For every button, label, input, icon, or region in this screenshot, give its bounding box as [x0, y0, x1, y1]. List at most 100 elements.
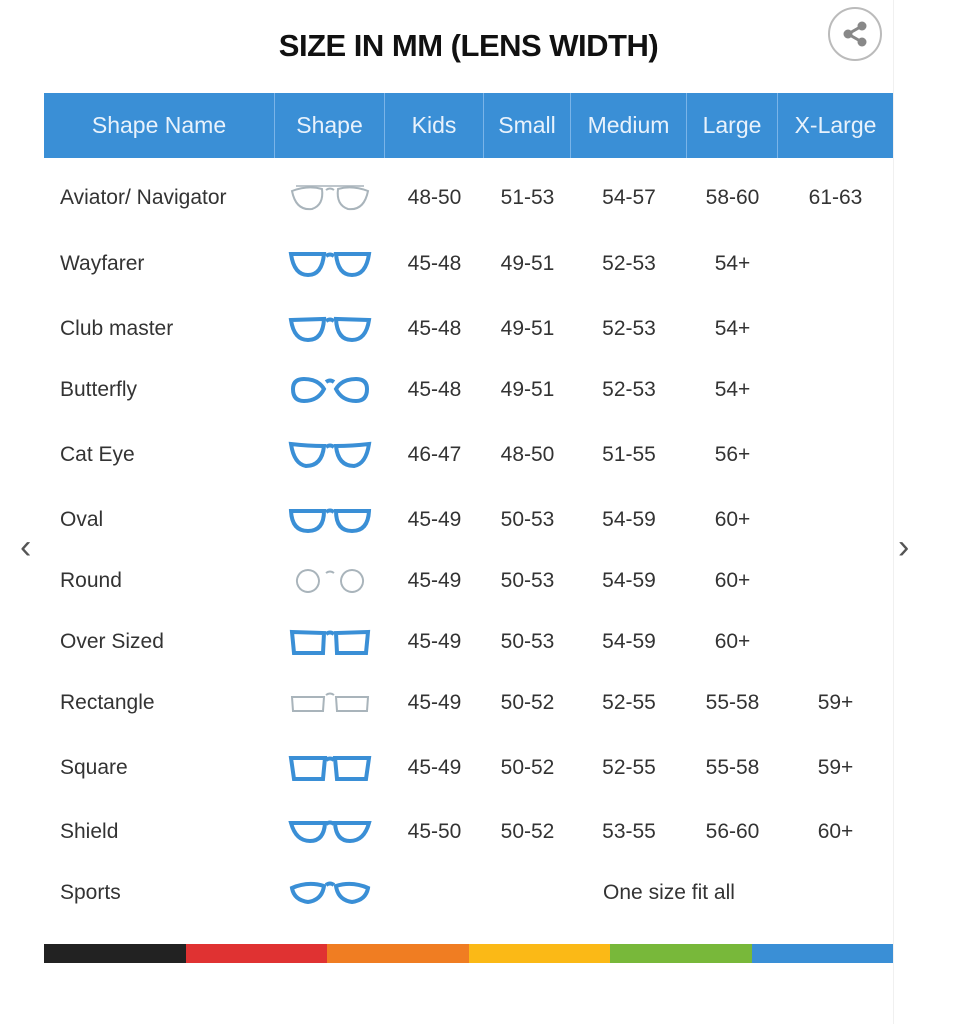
share-button[interactable] — [828, 7, 882, 61]
size-cell: 61-63 — [808, 186, 863, 209]
shape-name: Aviator/ Navigator — [60, 186, 227, 209]
table-row: Over Sized 45-49 50-53 54-59 60+ — [44, 617, 893, 667]
shape-name: Wayfarer — [60, 252, 145, 275]
prev-arrow-button[interactable]: ‹ — [20, 528, 32, 566]
size-cell: 52-53 — [602, 378, 656, 401]
glasses-cateye-icon — [275, 438, 385, 472]
table-row: Club master 45-48 49-51 52-53 54+ — [44, 304, 893, 354]
column-header: Large — [687, 93, 778, 158]
size-cell: 45-49 — [407, 756, 462, 779]
size-cell: 51-55 — [602, 443, 656, 466]
size-cell: 59+ — [817, 691, 854, 714]
size-cell: 45-49 — [407, 569, 462, 592]
size-cell: 54+ — [714, 252, 751, 275]
size-cell: 54-57 — [602, 186, 656, 209]
column-header: Kids — [385, 93, 484, 158]
size-cell: 52-55 — [602, 756, 656, 779]
shape-name: Round — [60, 569, 122, 592]
glasses-wayfarer-icon — [275, 247, 385, 281]
size-cell: 50-52 — [500, 820, 555, 843]
color-bar-segment — [468, 944, 610, 963]
shape-name: Square — [60, 756, 128, 779]
column-header: Small — [484, 93, 571, 158]
size-cell: 45-49 — [407, 691, 462, 714]
size-cell: 50-53 — [500, 569, 555, 592]
share-icon — [843, 21, 867, 47]
size-cell: 54-59 — [602, 508, 656, 531]
size-cell: 45-48 — [407, 317, 462, 340]
size-cell: 60+ — [714, 508, 751, 531]
size-cell: 56-60 — [705, 820, 760, 843]
glasses-oval-icon — [275, 503, 385, 537]
size-cell: 54+ — [714, 378, 751, 401]
glasses-oversized-icon — [275, 625, 385, 659]
size-cell: 46-47 — [407, 443, 462, 466]
size-cell: 60+ — [714, 630, 751, 653]
shape-name: Oval — [60, 508, 104, 531]
table-header: Shape Name Shape Kids Small Medium Large X-Lar… — [44, 93, 893, 158]
shape-name: Over Sized — [60, 630, 164, 653]
size-cell: 45-49 — [407, 630, 462, 653]
shape-name: Butterfly — [60, 378, 138, 401]
table-row: Round 45-49 50-53 54-59 60+ — [44, 556, 893, 606]
table-row: Sports One size fit all — [44, 868, 893, 918]
column-header: Shape — [275, 93, 385, 158]
table-row: Rectangle 45-49 50-52 52-55 55-58 59+ — [44, 678, 893, 728]
glasses-butterfly-icon — [275, 373, 385, 407]
table-row: Aviator/ Navigator 48-50 51-53 54-57 58-60 61… — [44, 173, 893, 223]
next-arrow-button[interactable]: › — [898, 528, 910, 566]
color-bar — [44, 944, 893, 963]
shape-name: Cat Eye — [60, 443, 135, 466]
color-bar-segment — [751, 944, 893, 963]
glasses-rectangle-icon — [275, 686, 385, 720]
table-row: Butterfly 45-48 49-51 52-53 54+ — [44, 365, 893, 415]
size-cell: 59+ — [817, 756, 854, 779]
size-cell: 50-53 — [500, 508, 555, 531]
size-cell: 49-51 — [500, 252, 555, 275]
size-cell: 53-55 — [602, 820, 656, 843]
color-bar-segment — [610, 944, 752, 963]
table-row: Shield 45-50 50-52 53-55 56-60 60+ — [44, 807, 893, 857]
glasses-clubmaster-icon — [275, 312, 385, 346]
size-cell: 50-52 — [500, 691, 555, 714]
size-cell: 54-59 — [602, 569, 656, 592]
glasses-aviator-icon — [275, 181, 385, 215]
size-cell: 45-50 — [407, 820, 462, 843]
size-cell: 55-58 — [705, 756, 760, 779]
shape-name: Rectangle — [60, 691, 155, 714]
page-title: SIZE IN MM (LENS WIDTH) — [278, 28, 659, 63]
size-cell: 52-55 — [602, 691, 656, 714]
size-cell: 48-50 — [407, 186, 462, 209]
size-cell: 58-60 — [705, 186, 760, 209]
size-cell: 50-52 — [500, 756, 555, 779]
size-cell: 52-53 — [602, 252, 656, 275]
size-cell: 55-58 — [705, 691, 760, 714]
size-note: One size fit all — [603, 881, 735, 904]
table-row: Wayfarer 45-48 49-51 52-53 54+ — [44, 239, 893, 289]
size-cell: 54+ — [714, 317, 751, 340]
size-cell: 45-48 — [407, 252, 462, 275]
shape-name: Sports — [60, 881, 121, 904]
size-cell: 60+ — [817, 820, 854, 843]
glasses-round-icon — [275, 564, 385, 598]
shape-name: Shield — [60, 820, 119, 843]
size-cell: 49-51 — [500, 317, 555, 340]
size-cell: 51-53 — [500, 186, 555, 209]
color-bar-segment — [44, 944, 186, 963]
glasses-square-icon — [275, 751, 385, 785]
size-cell: 48-50 — [500, 443, 555, 466]
table-row: Oval 45-49 50-53 54-59 60+ — [44, 495, 893, 545]
size-cell: 60+ — [714, 569, 751, 592]
size-cell: 45-48 — [407, 378, 462, 401]
table-row: Square 45-49 50-52 52-55 55-58 59+ — [44, 743, 893, 793]
size-cell: 56+ — [714, 443, 751, 466]
color-bar-segment — [185, 944, 327, 963]
glasses-shield-icon — [275, 815, 385, 849]
size-cell: 50-53 — [500, 630, 555, 653]
size-cell: 54-59 — [602, 630, 656, 653]
table-row: Cat Eye 46-47 48-50 51-55 56+ — [44, 430, 893, 480]
size-cell: 45-49 — [407, 508, 462, 531]
glasses-sports-icon — [275, 876, 385, 910]
color-bar-segment — [327, 944, 469, 963]
column-header: Medium — [571, 93, 687, 158]
